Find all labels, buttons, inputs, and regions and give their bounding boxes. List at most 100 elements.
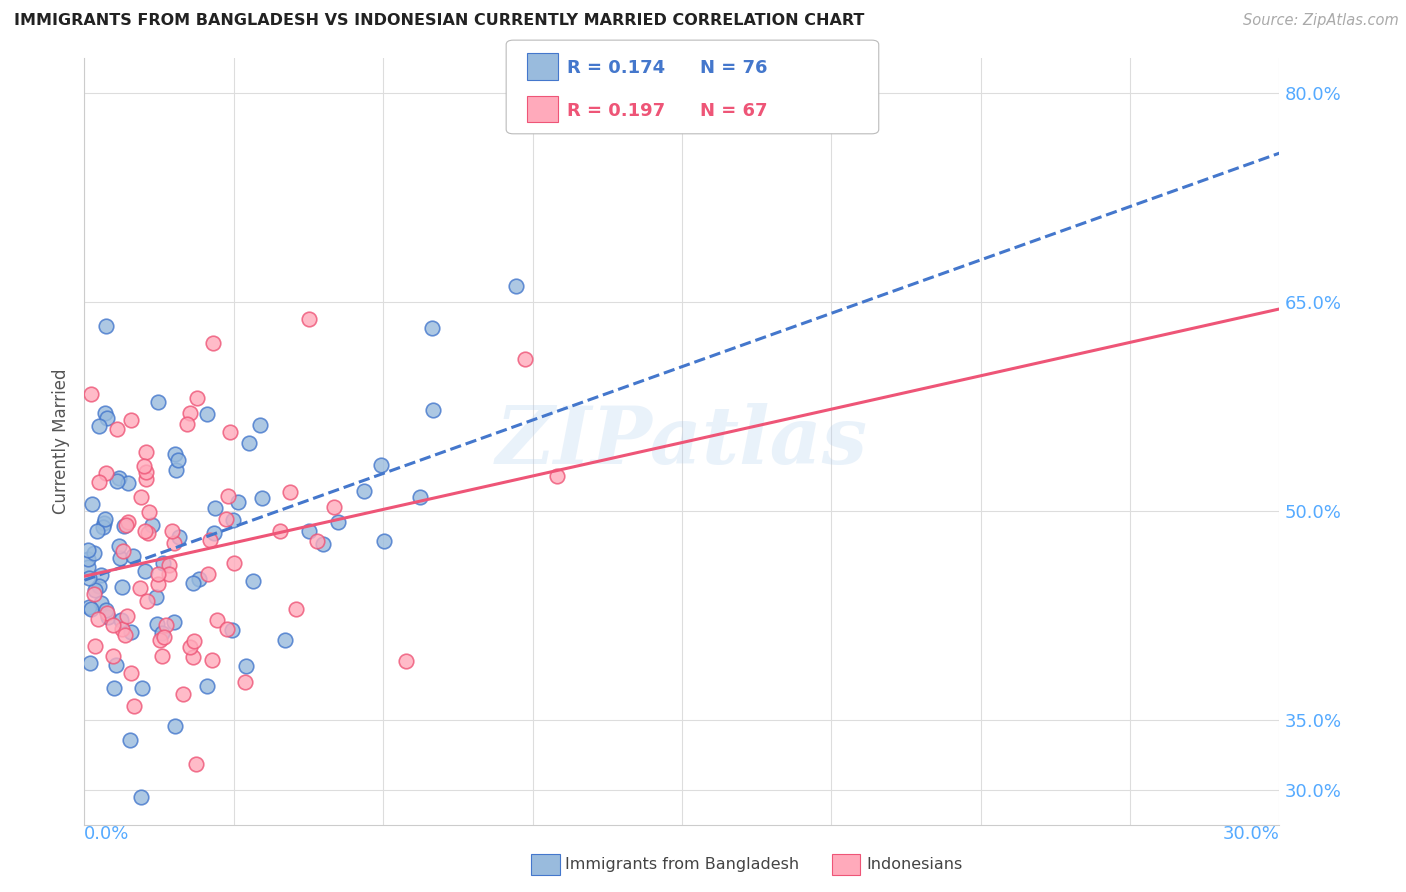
Point — [181, 575, 204, 590]
Point — [149, 632, 172, 647]
Text: IMMIGRANTS FROM BANGLADESH VS INDONESIAN CURRENTLY MARRIED CORRELATION CHART: IMMIGRANTS FROM BANGLADESH VS INDONESIAN… — [14, 13, 865, 29]
Point — [135, 444, 157, 458]
Point — [141, 518, 163, 533]
Point — [298, 524, 321, 539]
Point — [112, 544, 135, 558]
Point — [89, 419, 111, 434]
Point — [97, 610, 120, 624]
Point — [183, 633, 205, 648]
Text: N = 67: N = 67 — [700, 102, 768, 120]
Text: 0.0%: 0.0% — [84, 825, 129, 843]
Point — [136, 594, 159, 608]
Point — [150, 626, 173, 640]
Point — [165, 719, 187, 733]
Point — [148, 394, 170, 409]
Point — [221, 623, 243, 637]
Point — [305, 533, 328, 548]
Point — [77, 543, 100, 558]
Point — [93, 516, 115, 531]
Point — [80, 387, 103, 401]
Point — [114, 628, 136, 642]
Point — [122, 549, 145, 563]
Point — [298, 311, 321, 326]
Point — [131, 681, 153, 696]
Point — [176, 417, 198, 431]
Point — [115, 608, 138, 623]
Point — [150, 648, 173, 663]
Point — [160, 524, 183, 538]
Point — [110, 614, 132, 628]
Point — [94, 318, 117, 333]
Point — [513, 352, 536, 367]
Point — [146, 577, 169, 591]
Point — [183, 649, 205, 664]
Point — [157, 567, 180, 582]
Point — [204, 501, 226, 516]
Point — [409, 491, 432, 505]
Point — [226, 495, 249, 509]
Point — [96, 607, 118, 621]
Point — [217, 489, 239, 503]
Point — [120, 413, 142, 427]
Point — [93, 406, 115, 420]
Point — [96, 603, 118, 617]
Point — [163, 535, 186, 549]
Point — [179, 406, 201, 420]
Point — [152, 556, 174, 570]
Point — [134, 564, 156, 578]
Point — [157, 558, 180, 573]
Point — [84, 639, 107, 653]
Point — [184, 756, 207, 771]
Point — [112, 519, 135, 533]
Point — [117, 516, 139, 530]
Point — [202, 526, 225, 541]
Point — [284, 602, 307, 616]
Point — [188, 572, 211, 586]
Point — [128, 581, 150, 595]
Point — [373, 534, 395, 549]
Point — [105, 474, 128, 488]
Point — [77, 552, 100, 566]
Point — [120, 624, 142, 639]
Point — [146, 616, 169, 631]
Point — [420, 320, 443, 334]
Point — [163, 615, 186, 629]
Point — [110, 580, 132, 594]
Text: Immigrants from Bangladesh: Immigrants from Bangladesh — [565, 857, 800, 871]
Point — [219, 425, 242, 439]
Point — [117, 475, 139, 490]
Point — [179, 640, 201, 654]
Point — [89, 579, 111, 593]
Point — [195, 679, 218, 693]
Point — [90, 568, 112, 582]
Point — [198, 533, 221, 547]
Point — [87, 612, 110, 626]
Point — [215, 512, 238, 526]
Point — [107, 539, 129, 553]
Point — [115, 518, 138, 533]
Point — [242, 574, 264, 588]
Point — [146, 567, 169, 582]
Text: Source: ZipAtlas.com: Source: ZipAtlas.com — [1243, 13, 1399, 29]
Text: R = 0.197: R = 0.197 — [567, 102, 665, 120]
Point — [103, 618, 125, 632]
Point — [217, 622, 239, 636]
Text: Indonesians: Indonesians — [866, 857, 962, 871]
Point — [96, 411, 118, 425]
Point — [129, 490, 152, 504]
Point — [77, 571, 100, 585]
Point — [135, 465, 157, 479]
Point — [77, 599, 100, 614]
Point — [207, 613, 229, 627]
Point — [186, 391, 208, 405]
Point — [80, 497, 103, 511]
Point — [110, 551, 132, 566]
Point — [87, 475, 110, 490]
Point — [94, 466, 117, 480]
Point — [197, 566, 219, 581]
Point — [505, 278, 527, 293]
Point — [370, 458, 392, 472]
Point — [103, 681, 125, 696]
Point — [323, 500, 346, 515]
Point — [312, 537, 335, 551]
